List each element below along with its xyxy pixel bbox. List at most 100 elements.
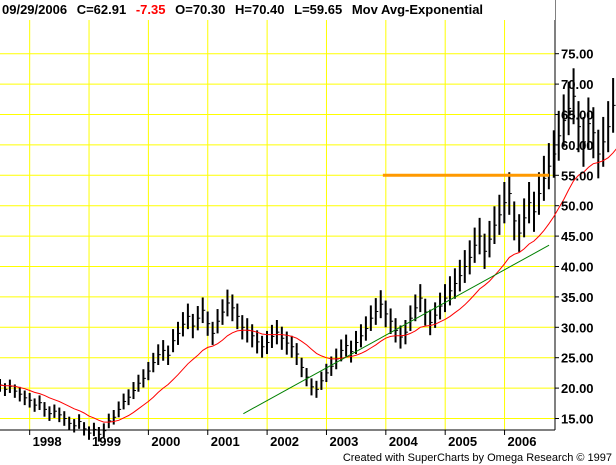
header-close: C=62.91 — [77, 2, 127, 17]
price-bar — [597, 129, 601, 179]
price-bar — [612, 78, 616, 133]
chart-header: 09/29/2006 C=62.91 -7.35 O=70.30 H=70.40… — [2, 2, 483, 17]
price-bar — [582, 116, 586, 167]
price-bar — [325, 363, 329, 383]
price-bar — [587, 97, 591, 150]
x-tick-label-5: 2003 — [329, 434, 358, 449]
price-bar — [359, 324, 364, 348]
price-bar — [468, 240, 473, 275]
price-bar — [241, 315, 245, 340]
price-bar — [399, 325, 404, 349]
price-bar — [270, 324, 275, 348]
y-tick-label-8: 55.00 — [561, 168, 594, 183]
price-bar — [206, 311, 211, 336]
price-bar — [226, 289, 230, 317]
price-bar — [68, 416, 72, 431]
price-bar — [23, 390, 28, 406]
price-bar — [275, 320, 280, 345]
price-bar — [320, 371, 324, 390]
x-tick-label-8: 2006 — [508, 434, 537, 449]
x-tick-label-4: 2002 — [270, 434, 299, 449]
price-bar — [38, 395, 43, 410]
price-bar — [503, 181, 507, 224]
price-bar — [142, 369, 146, 388]
price-bar — [523, 198, 527, 238]
price-bar — [547, 143, 552, 190]
header-indicator: Mov Avg-Exponential — [352, 2, 483, 17]
x-tick-label-6: 2004 — [389, 434, 419, 449]
price-bar — [572, 68, 577, 125]
x-axis-tick-labels: 1998 1999 2000 2001 2002 2003 2004 2005 2006 — [29, 430, 537, 449]
price-bar — [542, 155, 547, 201]
price-bar — [102, 423, 107, 438]
price-bar — [478, 217, 483, 255]
price-bar — [172, 329, 176, 353]
price-bar — [444, 284, 448, 313]
y-tick-label-11: 70.00 — [561, 77, 594, 92]
price-bar — [528, 181, 532, 224]
price-bar — [196, 306, 201, 331]
price-bar — [557, 110, 562, 161]
price-bar — [221, 299, 226, 325]
y-tick-label-12: 75.00 — [561, 47, 594, 62]
header-low: L=59.65 — [294, 2, 342, 17]
price-bar — [162, 340, 166, 361]
price-bar — [177, 321, 181, 345]
price-bar — [409, 305, 413, 331]
price-bar — [483, 233, 488, 269]
price-bar — [379, 290, 384, 319]
price-bar — [488, 220, 493, 258]
price-bar — [592, 107, 596, 159]
y-axis-tick-labels: 15.00 20.00 25.00 30.00 35.00 40.00 45.00 50.00… — [555, 47, 594, 427]
price-bar — [533, 191, 537, 232]
price-bar — [107, 413, 112, 429]
price-bar — [256, 330, 260, 354]
price-bar — [157, 344, 161, 365]
price-bar — [439, 292, 443, 320]
price-bar — [607, 101, 611, 153]
price-bar — [33, 398, 38, 412]
x-tick-label-2: 2000 — [151, 434, 180, 449]
price-bar — [48, 406, 52, 421]
price-bar — [345, 334, 349, 357]
price-bar — [508, 172, 512, 215]
y-tick-label-4: 35.00 — [561, 290, 594, 305]
price-bar — [453, 268, 458, 299]
price-bar — [493, 206, 497, 245]
price-bar — [414, 294, 418, 322]
price-bar — [434, 302, 438, 328]
price-bar — [458, 259, 463, 292]
price-bar — [231, 294, 235, 322]
header-open: O=70.30 — [175, 2, 225, 17]
price-bar — [310, 378, 315, 396]
header-background — [0, 0, 555, 20]
header-change: -7.35 — [136, 2, 166, 17]
price-bar — [315, 380, 319, 398]
price-bar — [513, 201, 517, 241]
price-bar — [498, 194, 502, 235]
price-bar — [473, 227, 478, 263]
y-tick-label-10: 65.00 — [561, 108, 594, 123]
credit-text: Created with SuperCharts by Omega Resear… — [343, 452, 612, 464]
support-trendline — [243, 244, 550, 415]
price-bar — [261, 335, 265, 358]
price-bar — [290, 335, 295, 358]
price-bar — [181, 312, 186, 337]
price-bar — [127, 389, 132, 406]
y-tick-label-7: 50.00 — [561, 199, 594, 214]
price-bar — [300, 357, 305, 378]
price-bar — [518, 214, 522, 252]
price-bar — [53, 404, 57, 418]
price-bar — [340, 339, 344, 362]
price-bar — [295, 343, 300, 365]
price-bar — [577, 101, 582, 153]
y-tick-label-6: 45.00 — [561, 229, 594, 244]
price-bar — [463, 250, 468, 283]
price-bar — [43, 402, 48, 417]
price-bar — [429, 309, 433, 336]
price-bar — [78, 414, 82, 429]
price-bar — [448, 276, 453, 306]
price-bar — [201, 297, 206, 324]
y-tick-label-0: 15.00 — [561, 412, 594, 427]
price-bar — [122, 393, 127, 410]
